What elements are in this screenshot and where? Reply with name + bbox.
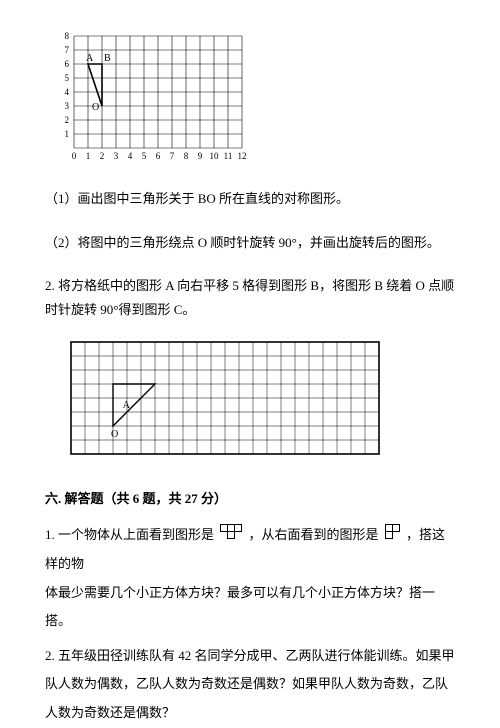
q6-1-text-d: 体最少需要几个小正方体方块？最多可以有几个小正方体方块？搭一搭。 — [45, 585, 435, 629]
q6-1-text-b: ，从右面看到的图形是 — [249, 527, 379, 542]
svg-text:7: 7 — [170, 151, 175, 161]
question-1-2: （2）将图中的三角形绕点 O 顺时针旋转 90°，并画出旋转后的图形。 — [45, 231, 455, 254]
section-6-title: 六. 解答题（共 6 题，共 27 分） — [45, 487, 455, 510]
svg-text:5: 5 — [65, 73, 70, 83]
svg-text:A: A — [123, 400, 131, 411]
svg-text:4: 4 — [128, 151, 133, 161]
question-6-2: 2. 五年级田径训练队有 42 名同学分成甲、乙两队进行体能训练。如果甲队人数为… — [45, 642, 455, 728]
grid-2-svg: AO — [70, 341, 380, 455]
svg-text:12: 12 — [238, 151, 247, 161]
grid-chart-1: 012345678910111212345678ABO — [60, 30, 455, 169]
svg-text:3: 3 — [114, 151, 119, 161]
tetromino-shape-2 — [385, 521, 400, 550]
svg-text:4: 4 — [65, 87, 70, 97]
q6-1-text-a: 1. 一个物体从上面看到图形是 — [45, 527, 214, 542]
svg-text:6: 6 — [65, 59, 70, 69]
svg-text:8: 8 — [184, 151, 189, 161]
svg-text:9: 9 — [198, 151, 203, 161]
svg-text:11: 11 — [224, 151, 233, 161]
svg-text:B: B — [104, 53, 111, 64]
svg-text:5: 5 — [142, 151, 147, 161]
svg-text:10: 10 — [210, 151, 220, 161]
svg-text:O: O — [92, 102, 99, 113]
question-6-1: 1. 一个物体从上面看到图形是 ，从右面看到的图形是 ，搭这样的物 体最少需要几… — [45, 521, 455, 636]
svg-text:6: 6 — [156, 151, 161, 161]
svg-text:8: 8 — [65, 31, 70, 41]
svg-text:A: A — [86, 53, 94, 64]
svg-text:O: O — [111, 429, 118, 440]
svg-text:0: 0 — [72, 151, 77, 161]
question-2: 2. 将方格纸中的图形 A 向右平移 5 格得到图形 B，将图形 B 绕着 O … — [45, 274, 455, 321]
tetromino-shape-1 — [220, 521, 242, 550]
question-1-1: （1）画出图中三角形关于 BO 所在直线的对称图形。 — [45, 187, 455, 210]
grid-chart-2: AO — [70, 341, 455, 462]
svg-text:1: 1 — [86, 151, 91, 161]
grid-1-svg: 012345678910111212345678ABO — [60, 30, 248, 162]
svg-text:3: 3 — [65, 101, 70, 111]
svg-text:1: 1 — [65, 129, 70, 139]
svg-text:2: 2 — [100, 151, 105, 161]
svg-text:2: 2 — [65, 115, 70, 125]
svg-text:7: 7 — [65, 45, 70, 55]
